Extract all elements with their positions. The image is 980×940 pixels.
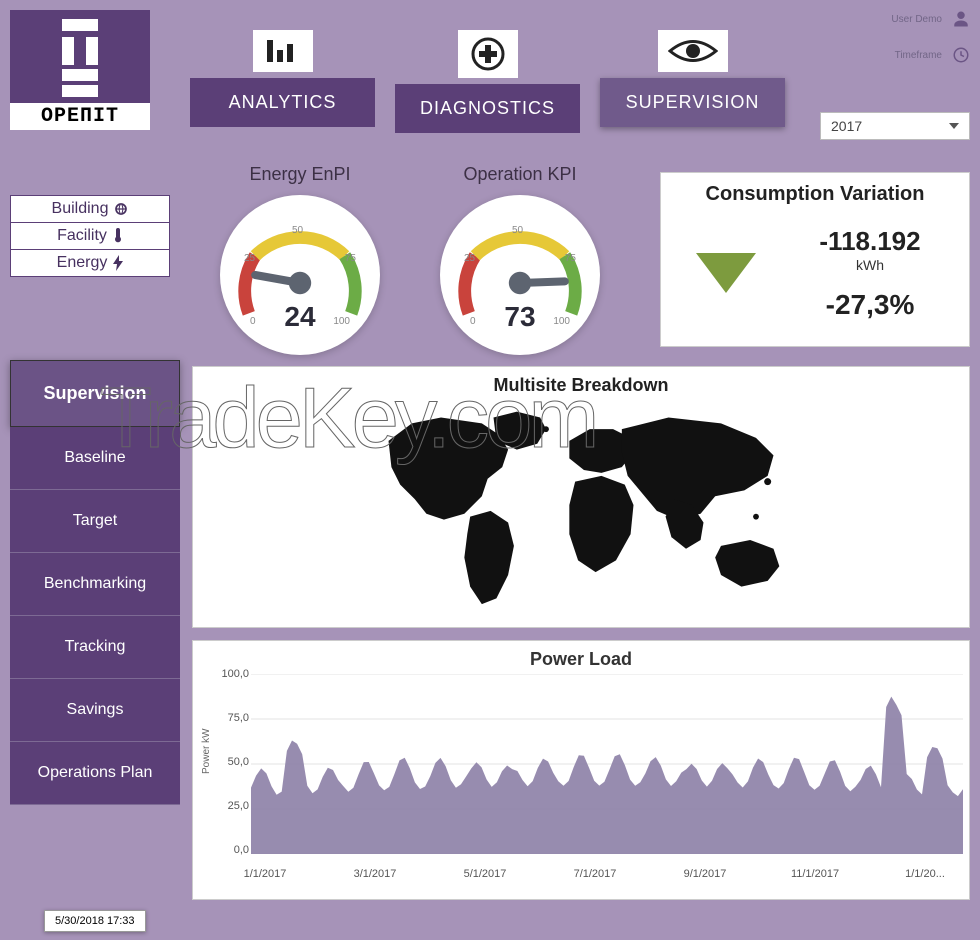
- filter-tabs: Building Facility Energy: [10, 195, 170, 277]
- plus-icon: [458, 30, 518, 78]
- bolt-icon: [113, 255, 123, 271]
- user-area: User Demo Timeframe: [830, 10, 970, 82]
- user-icon: [952, 10, 970, 28]
- tab-analytics[interactable]: ANALYTICS: [190, 30, 375, 133]
- logo-text: OPEПIT: [10, 103, 150, 130]
- power-title: Power Load: [205, 649, 957, 670]
- consumption-card: Consumption Variation -118.192 kWh -27,3…: [660, 172, 970, 347]
- multisite-panel: Multisite Breakdown: [192, 366, 970, 628]
- nav-baseline[interactable]: Baseline: [10, 427, 180, 490]
- logo: OPEПIT: [10, 10, 150, 130]
- eye-icon: [658, 30, 728, 72]
- globe-icon: [114, 202, 128, 216]
- consumption-title: Consumption Variation: [671, 183, 959, 206]
- gauge-value: 73: [504, 301, 535, 333]
- multisite-title: Multisite Breakdown: [201, 375, 961, 396]
- tab-label: ANALYTICS: [190, 78, 375, 127]
- filter-facility[interactable]: Facility: [10, 223, 170, 250]
- nav-savings[interactable]: Savings: [10, 679, 180, 742]
- nav-operations-plan[interactable]: Operations Plan: [10, 742, 180, 805]
- consumption-percent: -27,3%: [781, 289, 959, 321]
- tab-label: SUPERVISION: [600, 78, 785, 127]
- nav-target[interactable]: Target: [10, 490, 180, 553]
- bars-icon: [253, 30, 313, 72]
- timestamp: 5/30/2018 17:33: [44, 910, 146, 932]
- nav-tracking[interactable]: Tracking: [10, 616, 180, 679]
- thermometer-icon: [113, 228, 123, 244]
- power-chart: [251, 674, 963, 854]
- trend-down-icon: [671, 248, 781, 298]
- nav-benchmarking[interactable]: Benchmarking: [10, 553, 180, 616]
- gauge-title: Operation KPI: [440, 164, 600, 185]
- filter-building[interactable]: Building: [10, 195, 170, 223]
- top-tabs: ANALYTICS DIAGNOSTICS SUPERVISION: [190, 30, 785, 133]
- user-name: User Demo: [891, 14, 942, 25]
- year-select[interactable]: 2017: [820, 112, 970, 140]
- power-panel: Power Load Power kW 100,0 75,0 50,0 25,0…: [192, 640, 970, 900]
- consumption-value: -118.192: [781, 226, 959, 257]
- filter-label: Energy: [57, 254, 108, 272]
- gauge-value: 24: [284, 301, 315, 333]
- tab-label: DIAGNOSTICS: [395, 84, 580, 133]
- timeframe-label: Timeframe: [895, 50, 942, 61]
- year-value: 2017: [831, 118, 862, 134]
- gauge-title: Energy EnPI: [220, 164, 380, 185]
- clock-icon: [952, 46, 970, 64]
- filter-label: Building: [52, 200, 109, 218]
- gauge-opkpi: Operation KPI 0 25 50 75 100 73: [440, 164, 600, 355]
- chevron-down-icon: [949, 123, 959, 129]
- gauge-enpi: Energy EnPI 0 25 50 75 100 24: [220, 164, 380, 355]
- tab-supervision[interactable]: SUPERVISION: [600, 30, 785, 133]
- side-nav: Supervision Baseline Target Benchmarking…: [10, 360, 180, 805]
- tab-diagnostics[interactable]: DIAGNOSTICS: [395, 30, 580, 133]
- consumption-unit: kWh: [781, 257, 959, 273]
- filter-energy[interactable]: Energy: [10, 250, 170, 277]
- world-map: [201, 400, 961, 610]
- chart-ylabel: Power kW: [201, 728, 212, 774]
- filter-label: Facility: [57, 227, 107, 245]
- nav-supervision[interactable]: Supervision: [10, 360, 180, 427]
